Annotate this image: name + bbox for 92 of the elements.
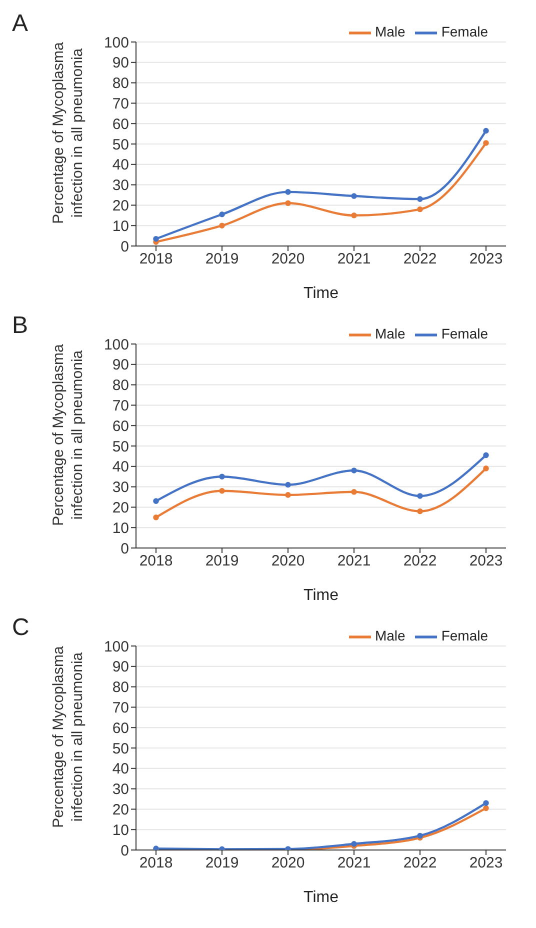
point <box>483 452 489 458</box>
point <box>417 493 423 499</box>
x-tick-label: 2019 <box>205 854 239 872</box>
point <box>285 482 291 488</box>
x-tick-label: 2021 <box>337 552 371 570</box>
y-tick-label: 60 <box>112 418 129 435</box>
x-tick-label: 2023 <box>469 854 503 872</box>
y-tick-label: 80 <box>112 679 129 696</box>
point <box>483 140 489 146</box>
y-tick-label: 60 <box>112 720 129 737</box>
chart-title: B <box>12 312 28 340</box>
x-tick-label: 2020 <box>271 250 305 268</box>
x-tick-label: 2023 <box>469 250 503 268</box>
y-axis-title: Percentage of Mycoplasma infection in all pneumonia <box>49 343 87 528</box>
x-axis-title: Time <box>304 285 339 302</box>
legend-label: Male <box>374 24 406 40</box>
y-tick-label: 40 <box>112 156 129 174</box>
x-tick-label: 2022 <box>403 552 437 570</box>
y-tick-label: 80 <box>112 75 129 92</box>
chart-title: C <box>12 614 30 642</box>
point <box>219 222 225 228</box>
y-tick-label: 30 <box>112 781 129 798</box>
point <box>153 498 159 504</box>
x-tick-label: 2022 <box>403 854 437 872</box>
legend-label: Female <box>441 326 488 342</box>
point <box>417 196 423 202</box>
point <box>153 236 159 242</box>
point <box>483 128 489 134</box>
x-axis-title: Time <box>304 889 339 906</box>
legend-label: Female <box>441 628 488 644</box>
y-tick-label: 50 <box>112 740 129 758</box>
point <box>219 211 225 218</box>
y-tick-label: 100 <box>104 638 129 656</box>
x-tick-label: 2023 <box>469 552 503 570</box>
x-tick-label: 2018 <box>139 250 173 268</box>
point <box>219 488 225 494</box>
y-tick-label: 50 <box>112 438 129 456</box>
y-tick-label: 20 <box>112 802 129 819</box>
point <box>351 468 357 474</box>
legend-label: Male <box>374 628 406 644</box>
chart-title: A <box>12 10 28 38</box>
y-tick-label: 0 <box>120 540 129 558</box>
y-tick-label: 80 <box>112 377 129 394</box>
y-tick-label: 10 <box>112 218 129 235</box>
y-tick-label: 70 <box>112 700 129 717</box>
x-tick-label: 2021 <box>337 854 371 872</box>
y-tick-label: 20 <box>112 198 129 215</box>
x-tick-label: 2019 <box>205 552 239 570</box>
y-tick-label: 20 <box>112 500 129 517</box>
y-tick-label: 90 <box>112 658 129 676</box>
y-tick-label: 60 <box>112 116 129 133</box>
point <box>285 492 291 498</box>
point <box>351 840 357 847</box>
y-tick-label: 0 <box>120 238 129 256</box>
point <box>153 514 159 520</box>
x-axis-title: Time <box>304 587 339 604</box>
point <box>285 189 291 195</box>
y-tick-label: 0 <box>120 842 129 860</box>
y-tick-label: 100 <box>104 336 129 354</box>
y-tick-label: 40 <box>112 458 129 476</box>
point <box>483 805 489 812</box>
y-tick-label: 90 <box>112 356 129 374</box>
y-tick-label: 30 <box>112 479 129 496</box>
point <box>417 206 423 212</box>
x-tick-label: 2021 <box>337 250 371 268</box>
point <box>351 193 357 199</box>
y-tick-label: 100 <box>104 34 129 52</box>
y-axis-title: Percentage of Mycoplasma infection in all pneumonia <box>49 41 87 226</box>
x-tick-label: 2018 <box>139 552 173 570</box>
y-tick-label: 30 <box>112 177 129 194</box>
legend-label: Male <box>374 326 406 342</box>
point <box>417 508 423 514</box>
y-tick-label: 10 <box>112 520 129 537</box>
y-tick-label: 40 <box>112 760 129 778</box>
point <box>483 466 489 472</box>
x-tick-label: 2019 <box>205 250 239 268</box>
point <box>351 489 357 495</box>
point <box>219 474 225 480</box>
y-tick-label: 90 <box>112 54 129 72</box>
x-tick-label: 2018 <box>139 854 173 872</box>
y-tick-label: 50 <box>112 136 129 154</box>
y-tick-label: 10 <box>112 822 129 839</box>
y-tick-label: 70 <box>112 398 129 415</box>
point <box>483 800 489 806</box>
legend-label: Female <box>441 24 488 40</box>
x-tick-label: 2022 <box>403 250 437 268</box>
y-tick-label: 70 <box>112 96 129 113</box>
point <box>351 212 357 218</box>
y-axis-title: Percentage of Mycoplasma infection in all pneumonia <box>49 645 87 830</box>
x-tick-label: 2020 <box>271 552 305 570</box>
point <box>285 200 291 206</box>
x-tick-label: 2020 <box>271 854 305 872</box>
